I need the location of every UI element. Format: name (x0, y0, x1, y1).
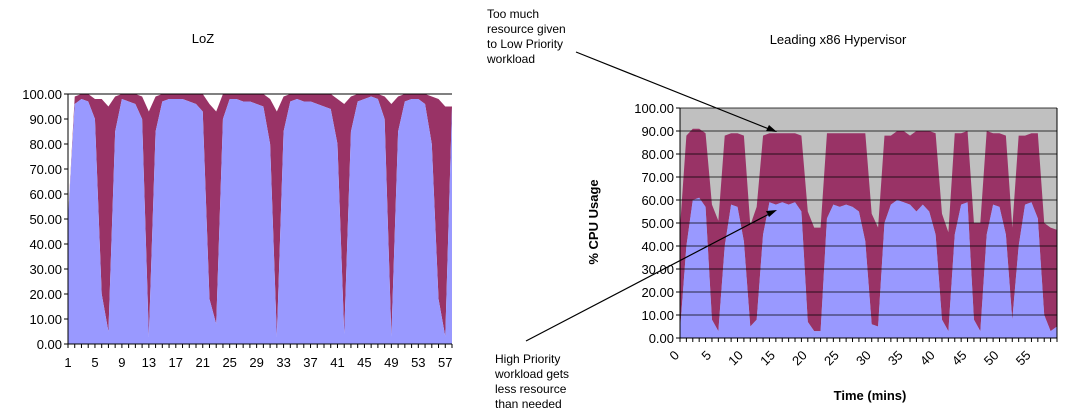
y-tick-label: 40.00 (641, 239, 674, 254)
x-tick-label: 55 (1013, 348, 1034, 369)
y-tick-label: 60.00 (641, 193, 674, 208)
y-axis-title: % CPU Usage (586, 179, 601, 264)
y-tick-label: 30.00 (29, 262, 62, 277)
y-tick-label: 20.00 (641, 285, 674, 300)
y-tick-label: 90.00 (641, 124, 674, 139)
y-tick-label: 70.00 (641, 170, 674, 185)
x-tick-label: 37 (303, 355, 317, 370)
annotation-line: Too much (487, 7, 539, 21)
x-tick-label: 5 (698, 348, 714, 364)
arrowhead-icon (766, 210, 777, 217)
x-tick-label: 0 (666, 348, 682, 364)
y-tick-label: 70.00 (29, 162, 62, 177)
x-tick-label: 17 (169, 355, 183, 370)
x-tick-label: 41 (330, 355, 344, 370)
x-tick-label: 29 (249, 355, 263, 370)
x-tick-label: 45 (357, 355, 371, 370)
y-tick-label: 40.00 (29, 237, 62, 252)
x-tick-label: 35 (885, 348, 906, 369)
high-priority-area (680, 197, 1057, 338)
y-tick-label: 0.00 (649, 331, 674, 346)
x-tick-label: 57 (438, 355, 452, 370)
x-tick-label: 13 (142, 355, 156, 370)
low-priority-area (680, 128, 1057, 332)
x-tick-label: 20 (789, 348, 810, 369)
y-tick-label: 90.00 (29, 112, 62, 127)
x-tick-label: 45 (949, 348, 970, 369)
y-tick-label: 100.00 (22, 87, 62, 102)
x-tick-label: 30 (853, 348, 874, 369)
low-priority-area (68, 94, 452, 337)
x-tick-label: 25 (222, 355, 236, 370)
annotation-line: less resource (495, 382, 567, 396)
annotation-arrow (525, 211, 774, 342)
y-tick-label: 60.00 (29, 187, 62, 202)
hypervisor-chart-title: Leading x86 Hypervisor (770, 32, 907, 47)
annotation-line: workload (486, 52, 535, 66)
y-tick-label: 80.00 (641, 147, 674, 162)
loz-chart: LoZ 0.00 10.00 20.00 30.00 40.00 50.00 60.00 70… (22, 31, 453, 370)
y-tick-label: 10.00 (641, 308, 674, 323)
x-tick-label: 49 (384, 355, 398, 370)
annotation-too-much-resource: Too much resource given to Low Priority … (486, 7, 777, 132)
x-axis-title: Time (mins) (834, 388, 907, 403)
x-tick-label: 21 (196, 355, 210, 370)
x-tick-label: 25 (821, 348, 842, 369)
annotation-less-resource: High Priority workload gets less resourc… (494, 210, 777, 411)
annotation-line: workload gets (494, 367, 569, 381)
x-tick-label: 10 (725, 348, 746, 369)
arrowhead-icon (766, 125, 777, 132)
y-tick-label: 100.00 (634, 101, 674, 116)
x-tick-label: 5 (91, 355, 98, 370)
x-tick-label: 9 (118, 355, 125, 370)
x-tick-label: 50 (981, 348, 1002, 369)
y-tick-label: 80.00 (29, 137, 62, 152)
x-tick-label: 1 (64, 355, 71, 370)
y-tick-label: 30.00 (641, 262, 674, 277)
hypervisor-chart: Leading x86 Hypervisor 0.00 10.00 20.00 30.… (586, 32, 1058, 403)
annotation-line: to Low Priority (487, 37, 563, 51)
x-tick-label: 53 (411, 355, 425, 370)
x-tick-label: 40 (917, 348, 938, 369)
x-tick-label: 15 (757, 348, 778, 369)
annotation-line: than needed (495, 397, 562, 411)
y-tick-label: 50.00 (641, 216, 674, 231)
y-tick-label: 0.00 (37, 337, 62, 352)
loz-chart-title: LoZ (192, 31, 214, 46)
high-priority-area (68, 96, 452, 344)
y-tick-label: 20.00 (29, 287, 62, 302)
x-tick-label: 33 (276, 355, 290, 370)
y-tick-label: 50.00 (29, 212, 62, 227)
y-tick-label: 10.00 (29, 312, 62, 327)
annotation-arrow (575, 51, 775, 132)
annotation-line: resource given (487, 22, 566, 36)
annotation-line: High Priority (495, 352, 560, 366)
